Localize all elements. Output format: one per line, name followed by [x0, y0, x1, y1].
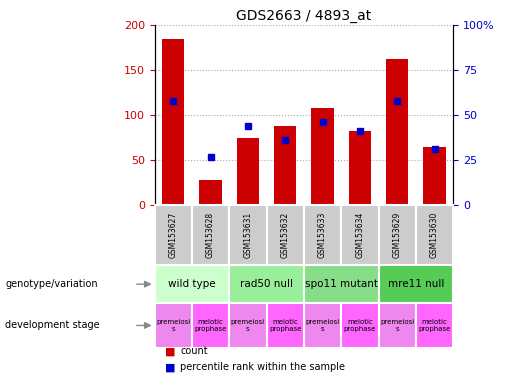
Bar [229, 205, 267, 265]
Text: GSM153632: GSM153632 [281, 212, 289, 258]
Bar [379, 265, 453, 303]
Text: GSM153631: GSM153631 [244, 212, 252, 258]
Bar [236, 138, 259, 205]
Bar [229, 303, 267, 348]
Bar [423, 147, 446, 205]
Text: meiotic
prophase: meiotic prophase [269, 319, 301, 332]
Bar [154, 205, 192, 265]
Bar [416, 205, 453, 265]
Bar [341, 205, 379, 265]
Text: wild type: wild type [168, 279, 216, 289]
Text: meiotic
prophase: meiotic prophase [194, 319, 227, 332]
Text: GSM153630: GSM153630 [430, 212, 439, 258]
Text: GSM153633: GSM153633 [318, 212, 327, 258]
Text: genotype/variation: genotype/variation [5, 279, 98, 289]
Bar [304, 205, 341, 265]
Text: ■: ■ [165, 346, 175, 356]
Bar [192, 303, 229, 348]
Text: percentile rank within the sample: percentile rank within the sample [180, 362, 345, 372]
Text: GSM153627: GSM153627 [169, 212, 178, 258]
Bar [311, 108, 334, 205]
Bar [274, 126, 297, 205]
Text: spo11 mutant: spo11 mutant [305, 279, 377, 289]
Text: meiotic
prophase: meiotic prophase [418, 319, 451, 332]
Bar [154, 303, 192, 348]
Bar [349, 131, 371, 205]
Bar [154, 265, 229, 303]
Text: premeiosi
s: premeiosi s [305, 319, 340, 332]
Text: GSM153628: GSM153628 [206, 212, 215, 258]
Text: GSM153634: GSM153634 [355, 212, 364, 258]
Bar [341, 303, 379, 348]
Bar [162, 40, 184, 205]
Text: development stage: development stage [5, 320, 100, 331]
Text: mre11 null: mre11 null [388, 279, 444, 289]
Bar [386, 59, 408, 205]
Title: GDS2663 / 4893_at: GDS2663 / 4893_at [236, 8, 371, 23]
Text: ■: ■ [165, 362, 175, 372]
Bar [304, 265, 379, 303]
Bar [192, 205, 229, 265]
Text: rad50 null: rad50 null [240, 279, 293, 289]
Text: GSM153629: GSM153629 [393, 212, 402, 258]
Bar [379, 205, 416, 265]
Bar [416, 303, 453, 348]
Bar [304, 303, 341, 348]
Bar [267, 205, 304, 265]
Text: count: count [180, 346, 208, 356]
Text: premeiosi
s: premeiosi s [380, 319, 415, 332]
Text: premeiosi
s: premeiosi s [231, 319, 265, 332]
Text: premeiosi
s: premeiosi s [156, 319, 191, 332]
Text: meiotic
prophase: meiotic prophase [344, 319, 376, 332]
Bar [379, 303, 416, 348]
Bar [267, 303, 304, 348]
Bar [199, 180, 221, 205]
Bar [229, 265, 304, 303]
